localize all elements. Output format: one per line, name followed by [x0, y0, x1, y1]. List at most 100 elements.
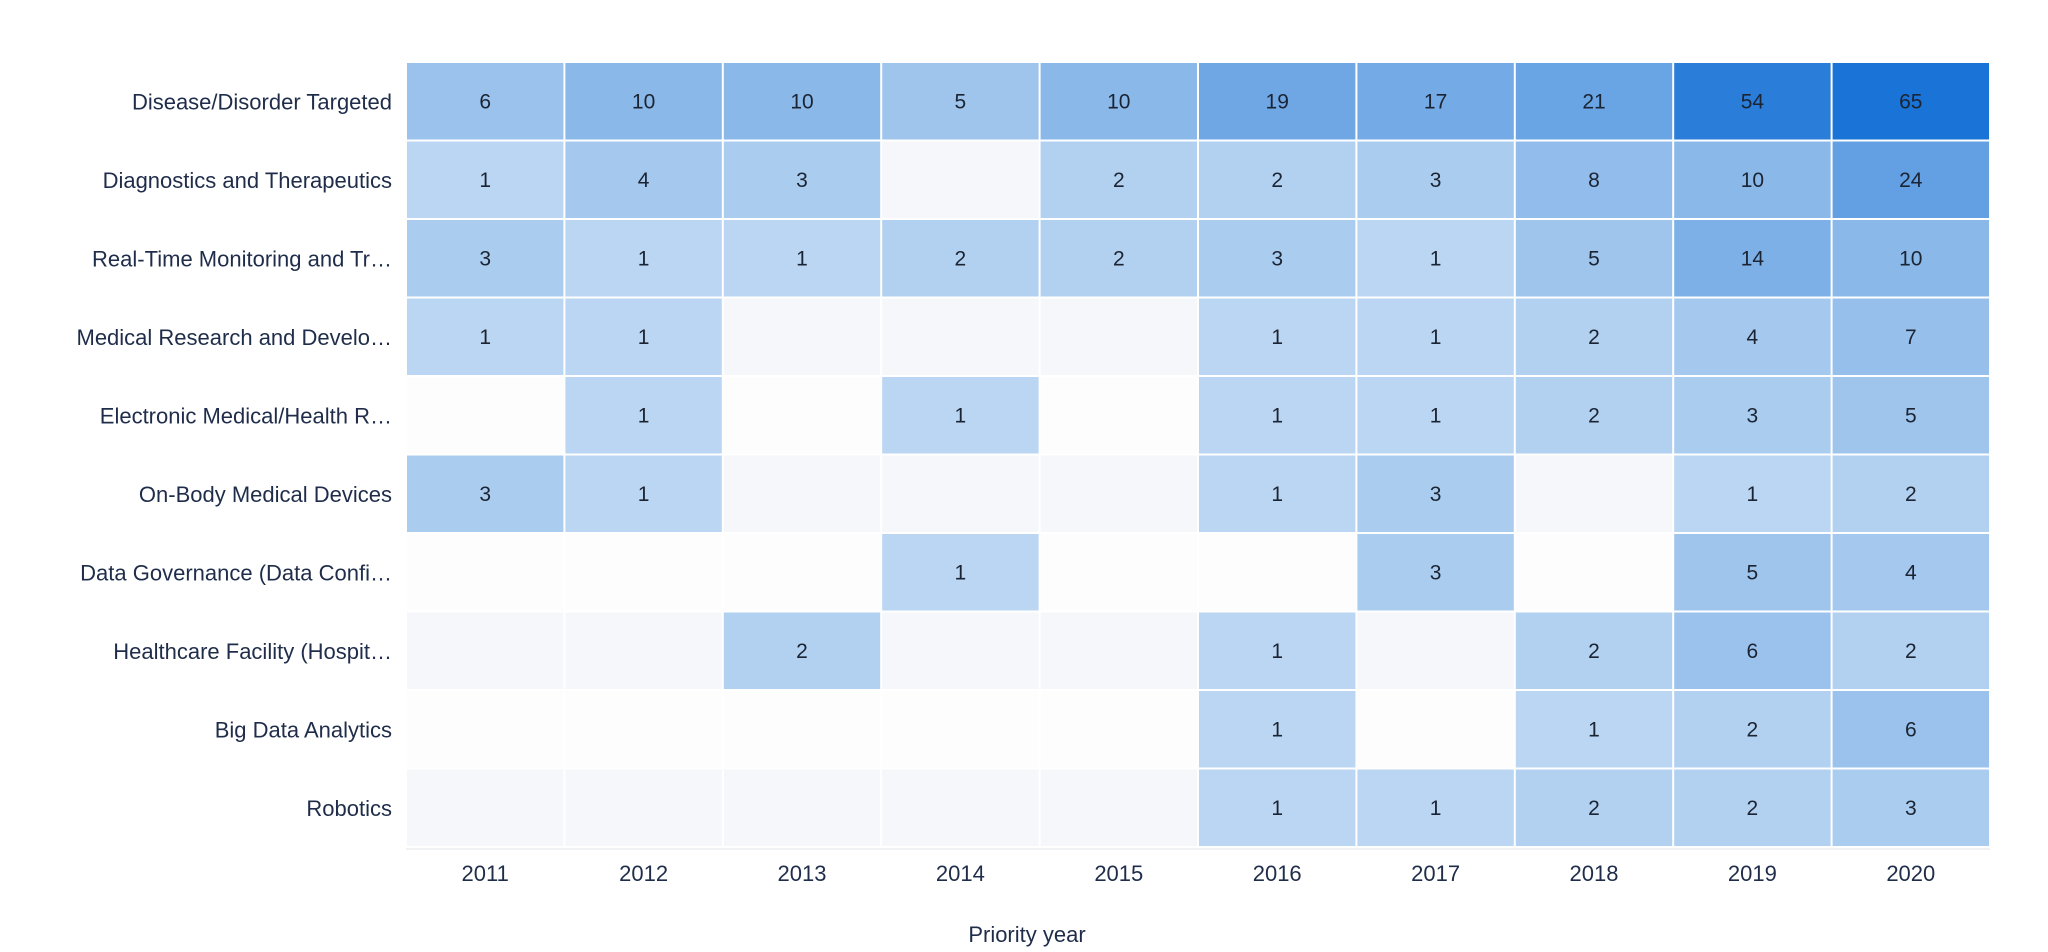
heatmap-cell-value: 1: [1747, 483, 1759, 506]
y-axis-tick-label: Healthcare Facility (Hospit…: [113, 639, 392, 664]
heatmap-cell: [407, 298, 564, 375]
heatmap-cell: [1674, 141, 1831, 218]
heatmap-cell: [1515, 691, 1673, 768]
heatmap-cell-value: 5: [1747, 561, 1759, 584]
x-axis-title: Priority year: [968, 922, 1085, 947]
heatmap-cell: [1040, 220, 1197, 297]
heatmap-cell: [1040, 769, 1197, 846]
heatmap-cell-value: 1: [1430, 797, 1442, 820]
heatmap-cell-value: 1: [955, 561, 967, 584]
heatmap-cell: [723, 377, 881, 454]
heatmap-cell-value: 2: [1588, 326, 1600, 349]
heatmap-cell: [1357, 455, 1514, 532]
x-axis-tick-labels: 2011 2012 2013 2014 2015 2016 2017 2018 2019 2020: [462, 861, 1936, 886]
heatmap-cell-value: 8: [1588, 169, 1600, 192]
heatmap-cell: [882, 220, 1039, 297]
heatmap-cell: [1832, 298, 1989, 375]
heatmap-cell-value: 1: [1430, 247, 1442, 270]
heatmap-cell: [882, 63, 1039, 140]
heatmap-cell-value: 3: [1430, 169, 1442, 192]
heatmap-cell: [407, 769, 564, 846]
heatmap-cell: [1199, 534, 1356, 611]
x-axis-tick-label: 2016: [1253, 861, 1302, 886]
heatmap-cell-value: 1: [479, 169, 491, 192]
heatmap-cell-value: 4: [1747, 326, 1759, 349]
heatmap-cell: [1357, 298, 1514, 375]
heatmap-cell: [1674, 534, 1831, 611]
heatmap-cell-value: 1: [796, 247, 808, 270]
heatmap-cell-value: 2: [1905, 483, 1917, 506]
heatmap-cell-value: 17: [1424, 90, 1447, 113]
heatmap-cell-value: 4: [1905, 561, 1917, 584]
heatmap-cell-value: 2: [1905, 640, 1917, 663]
heatmap-cell: [565, 691, 722, 768]
heatmap-cell-value: 19: [1266, 90, 1289, 113]
heatmap-cell-value: 5: [955, 90, 967, 113]
y-axis-tick-label: Electronic Medical/Health R…: [100, 403, 392, 428]
heatmap-cell: [407, 534, 564, 611]
heatmap-cell: [1515, 220, 1673, 297]
x-axis-tick-label: 2012: [619, 861, 668, 886]
heatmap-cell-value: 3: [479, 247, 491, 270]
heatmap-cell: [1515, 612, 1673, 689]
heatmap-cell: [1040, 612, 1197, 689]
heatmap-cell-value: 10: [632, 90, 655, 113]
heatmap-cell: [407, 141, 564, 218]
y-axis-tick-label: Real-Time Monitoring and Tr…: [92, 246, 392, 271]
heatmap-cell-value: 2: [796, 640, 808, 663]
heatmap-cell: [1674, 612, 1831, 689]
y-axis-tick-label: Robotics: [306, 796, 392, 821]
heatmap-cell: [565, 455, 722, 532]
heatmap-cell: [1832, 220, 1989, 297]
heatmap-cell: [1040, 141, 1197, 218]
heatmap-cell-value: 3: [1430, 561, 1442, 584]
heatmap-cell: [1199, 220, 1356, 297]
y-axis-tick-labels: Disease/Disorder Targeted Diagnostics and…: [77, 89, 393, 821]
heatmap-cell-value: 3: [1905, 797, 1917, 820]
heatmap-cell: [1832, 769, 1989, 846]
heatmap-cell: [882, 534, 1039, 611]
heatmap-cell: [882, 455, 1039, 532]
heatmap-cell-value: 1: [638, 483, 650, 506]
x-axis-tick-label: 2013: [778, 861, 827, 886]
heatmap-cell: [565, 63, 722, 140]
heatmap-cell-value: 21: [1582, 90, 1605, 113]
heatmap-cell-value: 2: [1113, 169, 1125, 192]
heatmap-cell: [723, 691, 881, 768]
heatmap-cell-value: 5: [1905, 404, 1917, 427]
heatmap-cell: [1674, 220, 1831, 297]
heatmap-cell: [1357, 220, 1514, 297]
x-axis-tick-label: 2017: [1411, 861, 1460, 886]
heatmap-cell-value: 1: [1430, 404, 1442, 427]
heatmap-cell-value: 3: [1747, 404, 1759, 427]
heatmap-cell: [1040, 63, 1197, 140]
heatmap-cell: [565, 377, 722, 454]
heatmap-cell: [1674, 769, 1831, 846]
heatmap-cell: [1832, 691, 1989, 768]
heatmap-cell-value: 6: [1905, 718, 1917, 741]
heatmap-cell: [1832, 455, 1989, 532]
heatmap-cell: [723, 769, 881, 846]
heatmap-cell-value: 10: [790, 90, 813, 113]
heatmap-cell: [1674, 298, 1831, 375]
heatmap-cell-value: 3: [1271, 247, 1283, 270]
heatmap-cell-value: 54: [1741, 90, 1765, 113]
heatmap-cell: [1674, 455, 1831, 532]
heatmap-cell: [1357, 63, 1514, 140]
heatmap-cell: [1515, 141, 1673, 218]
heatmap-cell-value: 2: [1588, 797, 1600, 820]
heatmap-cell: [1515, 377, 1673, 454]
heatmap-cell-value: 3: [1430, 483, 1442, 506]
heatmap-cell-value: 1: [1271, 718, 1283, 741]
heatmap-cell-value: 2: [1588, 640, 1600, 663]
heatmap-cell: [1040, 691, 1197, 768]
heatmap-cell: [1199, 298, 1356, 375]
heatmap-cell-labels: 6 10 10 5 10 19 17 21 54 651 4 3 2 2 3 8 10 243 1 1 2 2 3 1 5 14 1…: [479, 90, 1922, 820]
heatmap-cell: [1357, 141, 1514, 218]
heatmap-cell: [1674, 377, 1831, 454]
heatmap-cell: [1357, 769, 1514, 846]
heatmap-cell: [723, 612, 881, 689]
heatmap-cell: [407, 63, 564, 140]
heatmap-cell-value: 1: [1271, 797, 1283, 820]
